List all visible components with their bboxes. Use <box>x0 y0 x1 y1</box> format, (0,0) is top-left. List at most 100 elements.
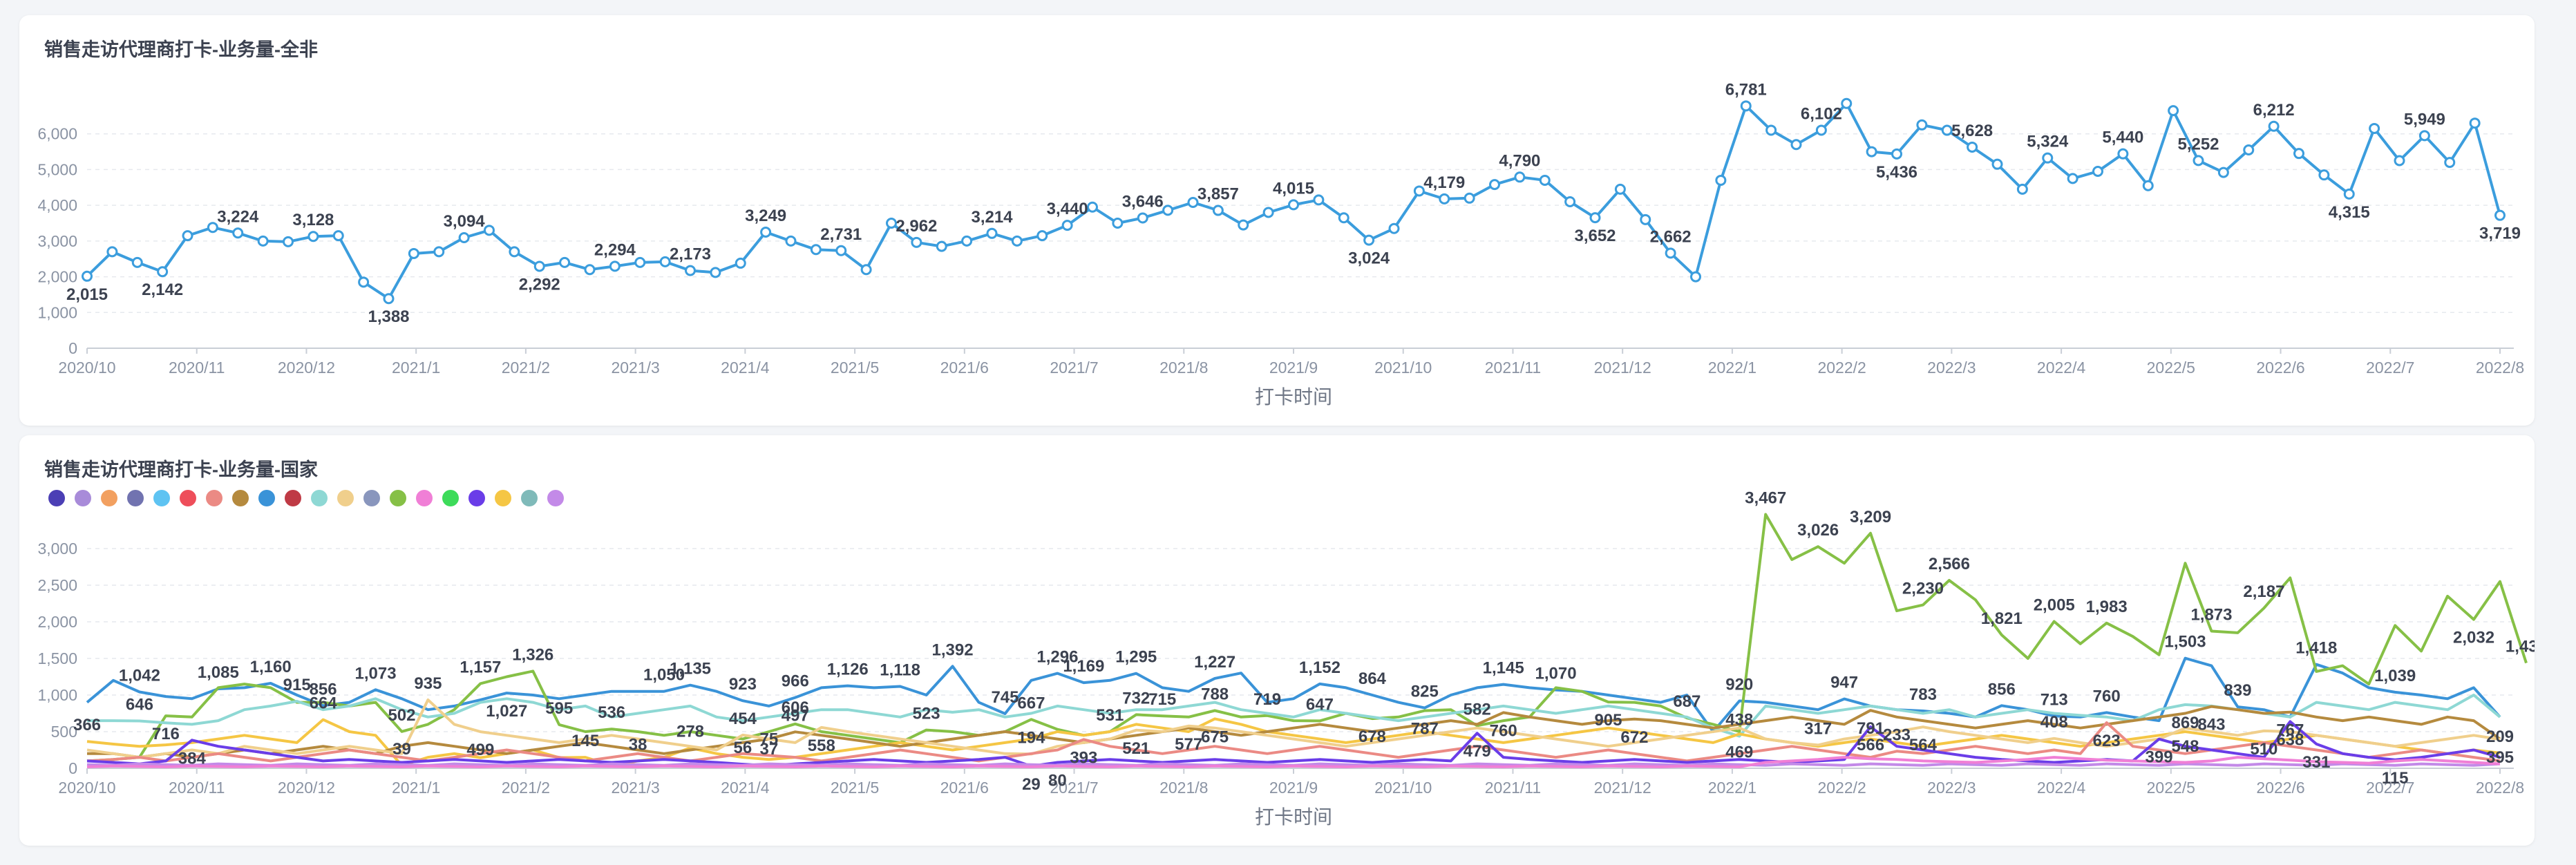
data-label: 3,224 <box>217 207 259 226</box>
legend-item[interactable] <box>337 490 354 506</box>
data-label: 6,102 <box>1801 104 1842 123</box>
data-label: 3,128 <box>292 211 334 229</box>
data-label: 825 <box>1411 683 1439 701</box>
data-label: 194 <box>1017 728 1045 747</box>
data-label: 745 <box>991 688 1019 707</box>
data-point <box>2444 157 2456 169</box>
legend-item[interactable] <box>232 490 249 506</box>
data-point <box>1991 158 2003 170</box>
data-label: 75 <box>760 730 779 748</box>
data-point <box>2494 209 2506 221</box>
legend-item[interactable] <box>468 490 485 506</box>
x-tick-label: 2021/9 <box>1269 779 1318 797</box>
data-point <box>1715 174 1727 186</box>
data-label: 479 <box>1464 742 1491 761</box>
data-label: 5,949 <box>2404 110 2445 129</box>
legend-item[interactable] <box>206 490 222 506</box>
data-point <box>584 264 596 276</box>
legend-item[interactable] <box>547 490 564 506</box>
data-point <box>232 227 244 239</box>
legend-item[interactable] <box>75 490 91 506</box>
data-point <box>307 231 319 243</box>
data-label: 713 <box>2040 690 2068 709</box>
data-label: 1,085 <box>198 663 239 682</box>
legend-item[interactable] <box>363 490 380 506</box>
data-label: 1,039 <box>2374 667 2416 685</box>
data-point <box>1036 230 1048 242</box>
legend-item[interactable] <box>180 490 196 506</box>
legend-item[interactable] <box>495 490 511 506</box>
x-tick-label: 2021/1 <box>392 359 440 377</box>
legend-item[interactable] <box>101 490 117 506</box>
data-label: 1,157 <box>460 658 501 676</box>
data-label: 664 <box>310 694 338 713</box>
data-point <box>810 244 822 256</box>
data-label: 510 <box>2250 740 2277 759</box>
data-label: 5,324 <box>2027 133 2069 151</box>
data-point <box>609 260 621 272</box>
data-label: 438 <box>1725 711 1753 730</box>
legend-item[interactable] <box>521 490 538 506</box>
series-line <box>87 694 2501 738</box>
legend-item[interactable] <box>127 490 144 506</box>
data-label: 1,118 <box>880 660 920 679</box>
data-label: 469 <box>1725 743 1753 761</box>
data-label: 2,173 <box>670 245 711 264</box>
y-tick-label: 2,500 <box>37 576 77 594</box>
data-label: 6,781 <box>1725 80 1767 99</box>
data-label: 935 <box>414 674 442 693</box>
x-tick-label: 2021/6 <box>940 779 989 797</box>
data-point <box>131 256 143 268</box>
data-point <box>634 256 646 268</box>
data-label: 3,467 <box>1745 488 1786 507</box>
legend-item[interactable] <box>153 490 170 506</box>
data-label: 1,050 <box>643 666 685 685</box>
data-point <box>1061 220 1073 231</box>
chart-panel-country: 销售走访代理商打卡-业务量-国家 0 500 1,000 1,500 2,000 2,50… <box>19 435 2535 846</box>
x-axis-title: 打卡时间 <box>1255 806 1332 828</box>
data-label: 947 <box>1830 674 1858 692</box>
x-tick-label: 2021/11 <box>1485 779 1541 797</box>
data-point <box>1313 194 1325 206</box>
data-label: 595 <box>545 699 573 718</box>
data-label: 923 <box>729 675 757 694</box>
data-label: 3,857 <box>1197 185 1239 204</box>
x-tick-label: 2020/10 <box>58 779 115 797</box>
x-tick-label: 2021/1 <box>392 779 440 797</box>
x-tick-label: 2020/10 <box>58 359 115 377</box>
data-label: 3,026 <box>1797 521 1839 540</box>
y-tick-label: 500 <box>51 723 77 741</box>
line-chart-country: 0 500 1,000 1,500 2,000 2,500 3,000 2020/10 2020… <box>37 488 2535 828</box>
x-tick-label: 2020/11 <box>169 779 225 797</box>
data-label: 5,436 <box>1876 163 1917 182</box>
data-point <box>1011 235 1023 247</box>
legend-item[interactable] <box>48 490 65 506</box>
legend-item[interactable] <box>416 490 433 506</box>
legend-item[interactable] <box>390 490 406 506</box>
data-point <box>283 236 294 247</box>
data-point <box>2217 167 2229 178</box>
data-point <box>559 256 571 268</box>
data-point <box>1238 219 1249 231</box>
data-point <box>835 245 847 256</box>
legend-item[interactable] <box>311 490 328 506</box>
data-label: 760 <box>2093 687 2121 705</box>
legend-item[interactable] <box>258 490 275 506</box>
data-label: 1,296 <box>1036 648 1078 667</box>
data-label: 1,042 <box>119 667 160 685</box>
data-label: 843 <box>2197 716 2225 734</box>
data-label: 2,187 <box>2243 582 2284 601</box>
legend-item[interactable] <box>442 490 459 506</box>
data-point <box>1941 124 1953 136</box>
data-label: 3,249 <box>745 207 786 225</box>
x-tick-label: 2021/4 <box>721 359 770 377</box>
data-point <box>735 257 746 269</box>
chart-panel-overall: 销售走访代理商打卡-业务量-全非 0 1,000 2,000 3,000 4,000 5,… <box>19 15 2535 426</box>
data-label: 2,662 <box>1650 227 1692 246</box>
data-label: 558 <box>808 736 835 755</box>
legend-item[interactable] <box>285 490 301 506</box>
data-label: 1,983 <box>2086 598 2128 616</box>
data-point <box>2469 117 2481 129</box>
data-point <box>2418 130 2430 142</box>
data-point <box>1564 196 1576 207</box>
